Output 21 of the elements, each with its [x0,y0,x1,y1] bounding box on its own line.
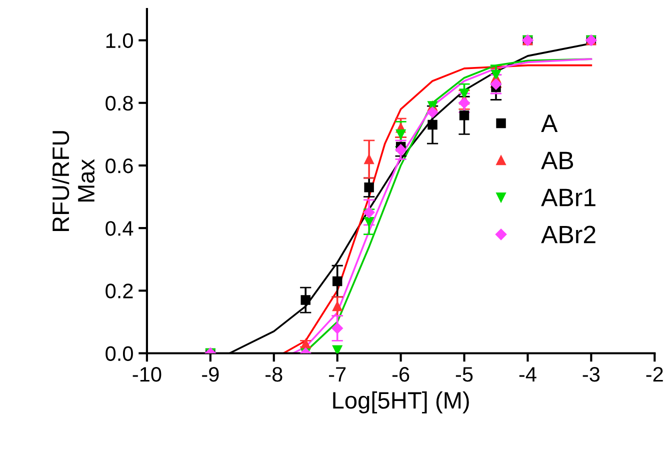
x-tick-label: -5 [456,367,473,382]
legend-label: AB [541,152,574,170]
x-tick-label: -4 [519,367,536,382]
y-axis-title: RFU/RFU Max [52,131,95,231]
y-tick-label: 0.4 [106,221,134,236]
x-tick-label: -8 [266,366,282,382]
y-tick-label: 0.6 [106,158,133,174]
x-axis-title: Log[5HT] (M) [333,391,469,414]
y-tick-label: 0.8 [106,96,133,111]
y-tick-label: 0.2 [106,284,133,298]
x-tick-label: -6 [392,366,410,382]
y-tick-label: 0.0 [106,346,133,362]
x-tick-label: -3 [582,366,600,382]
x-tick-label: -9 [202,366,219,382]
legend-label: ABr2 [541,226,596,244]
x-tick-label: -7 [329,367,346,382]
legend-label: A [541,114,558,132]
y-tick-label: 1.0 [106,33,133,48]
legend-label: ABr1 [541,188,596,206]
x-tick-label: -10 [132,366,162,382]
x-tick-label: -2 [646,366,663,382]
